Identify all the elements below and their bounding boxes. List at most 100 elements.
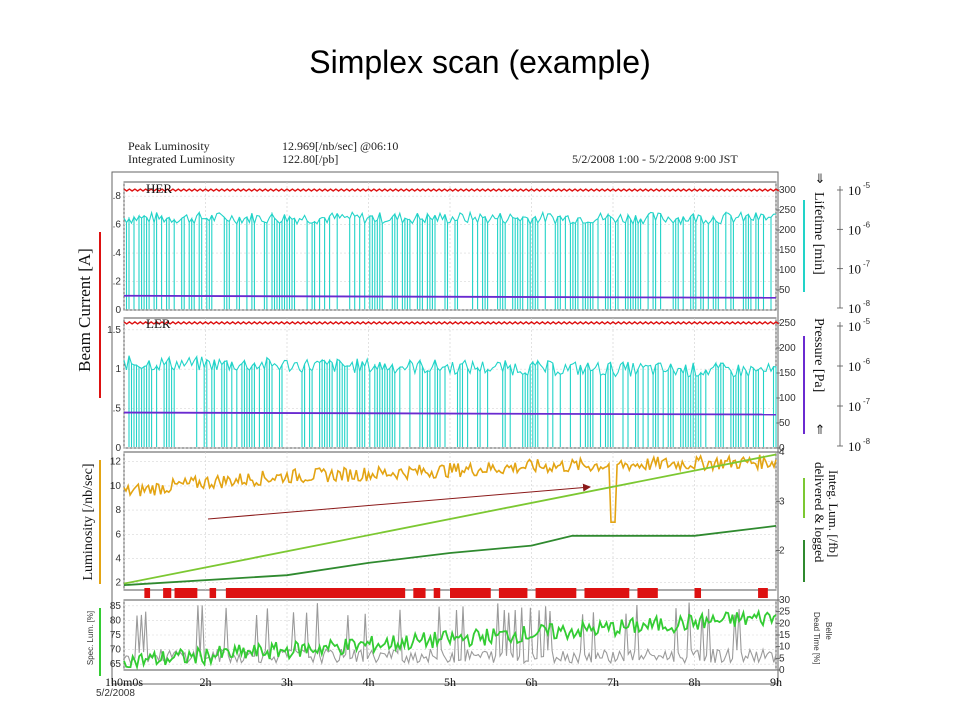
right-tick-label: 100 [779, 393, 796, 404]
integ-lum-title-1: Integ. Lum. [/fb] [826, 470, 841, 557]
right-tick-label: 4 [779, 447, 785, 458]
run-status-block [163, 588, 172, 598]
left-tick-label: .4 [113, 248, 122, 259]
time-range: 5/2/2008 1:00 - 5/2/2008 9:00 JST [572, 152, 738, 166]
right-tick-label: 10 [779, 642, 791, 653]
right-tick-label: 250 [779, 318, 796, 329]
beam-current-series [123, 321, 780, 325]
run-status-block [694, 588, 702, 598]
run-status-block [498, 588, 528, 598]
x-tick-label: 1h0m0s [105, 675, 143, 689]
right-tick-label: 20 [779, 618, 791, 629]
right-tick-label: 150 [779, 368, 796, 379]
integ-lum-title-2: delivered & logged [812, 462, 827, 563]
left-tick-label: 12 [110, 457, 122, 468]
right-tick-label: 5 [779, 653, 785, 664]
log-tick-label: 10 [848, 262, 861, 277]
left-tick-label: 65 [110, 659, 122, 670]
luminosity-series [123, 453, 777, 523]
lifetime-arrow: ⇓ [815, 171, 826, 186]
right-tick-label: 300 [779, 185, 796, 196]
left-tick-label: 1 [115, 364, 121, 375]
integrated-luminosity-value: 122.80[/pb] [282, 152, 338, 166]
x-tick-label: 2h [200, 675, 212, 689]
pressure-arrow: ⇑ [815, 422, 826, 437]
beam-current-title: Beam Current [A] [75, 248, 94, 372]
luminosity-panel: 2 4 6 8 10 12 2 3 4 [110, 447, 785, 591]
left-tick-label: 1.5 [107, 325, 121, 336]
right-tick-label: 15 [779, 630, 791, 641]
run-status-block [637, 588, 658, 598]
x-tick-label: 4h [363, 675, 375, 689]
pressure-series [123, 294, 777, 299]
right-tick-label: 100 [779, 265, 796, 276]
x-tick-label: 7h [607, 675, 619, 689]
run-status-block [225, 588, 406, 598]
log-tick-label: 10 [848, 359, 861, 374]
spec-lum-title: Spec. Lum. [%] [86, 611, 95, 665]
log-tick-exponent: -5 [863, 317, 871, 326]
left-tick-label: 8 [115, 505, 121, 516]
annotation-arrow [207, 483, 591, 520]
x-tick-label: 5h [444, 675, 456, 689]
run-status-block [413, 588, 426, 598]
lifetime-series [123, 354, 777, 447]
ler-label: LER [146, 316, 171, 331]
right-tick-label: 50 [779, 285, 791, 296]
left-tick-label: .6 [113, 220, 122, 231]
log-tick-exponent: -6 [863, 357, 871, 366]
luminosity-title: Luminosity [/nb/sec] [81, 463, 96, 580]
left-tick-label: 2 [115, 578, 121, 589]
right-tick-label: 200 [779, 225, 796, 236]
right-tick-label: 30 [779, 595, 791, 606]
left-tick-label: 10 [110, 481, 122, 492]
log-tick-exponent: -8 [863, 299, 871, 308]
integrated-luminosity-label: Integrated Luminosity [128, 152, 235, 166]
x-tick-label: 9h [770, 675, 782, 689]
log-tick-label: 10 [848, 301, 861, 316]
run-status-block [433, 588, 441, 598]
delivered-series [123, 453, 777, 585]
logged-series [123, 525, 777, 586]
date-label: 5/2/2008 [96, 688, 135, 699]
left-tick-label: 0 [115, 443, 121, 454]
slide-title: Simplex scan (example) [309, 44, 651, 80]
beam-current-series [123, 188, 780, 192]
log-tick-label: 10 [848, 319, 861, 334]
run-status-block [209, 588, 217, 598]
right-tick-label: 50 [779, 418, 791, 429]
left-tick-label: 80 [110, 615, 122, 626]
right-tick-label: 0 [779, 443, 785, 454]
right-tick-label: 200 [779, 343, 796, 354]
run-status-block [144, 588, 151, 598]
pressure-title: Pressure [Pa] [811, 318, 826, 392]
log-tick-exponent: -7 [863, 260, 871, 269]
belle-title-1: Belle [824, 622, 833, 640]
log-tick-label: 10 [848, 439, 861, 454]
log-tick-exponent: -5 [863, 181, 871, 190]
log-tick-exponent: -7 [863, 397, 871, 406]
run-status-block [758, 588, 768, 598]
lifetime-series [123, 210, 777, 310]
right-tick-label: 250 [779, 205, 796, 216]
spec-lum-series [123, 608, 777, 671]
log-tick-label: 10 [848, 399, 861, 414]
run-status-block [450, 588, 491, 598]
left-tick-label: .2 [113, 277, 122, 288]
left-tick-label: 70 [110, 645, 122, 656]
left-tick-label: 4 [115, 554, 121, 565]
belle-title-2: Dead Time [%] [812, 612, 821, 664]
log-tick-label: 10 [848, 183, 861, 198]
peak-luminosity-label: Peak Luminosity [128, 139, 210, 153]
x-tick-label: 6h [526, 675, 538, 689]
left-tick-label: 0 [115, 305, 121, 316]
run-status-block [584, 588, 630, 598]
run-status-block [174, 588, 198, 598]
her-label: HER [146, 181, 172, 196]
run-status-block [535, 588, 577, 598]
lifetime-title: Lifetime [min] [811, 192, 826, 275]
